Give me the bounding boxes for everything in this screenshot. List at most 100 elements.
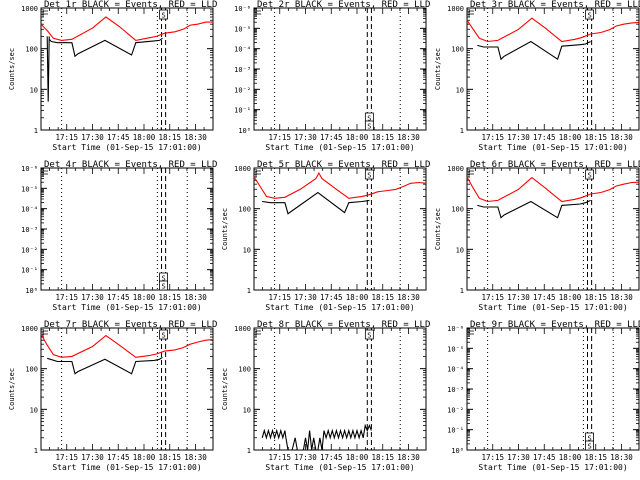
lld-series-line: [466, 17, 640, 43]
x-tick-label: 18:15: [158, 453, 181, 462]
y-tick-label: 10: [30, 86, 38, 94]
x-tick-label: 17:30: [81, 293, 104, 302]
y-tick-label: 10⁻⁶: [21, 165, 38, 173]
lld-series-line: [466, 176, 640, 203]
x-tick-label: 17:15: [481, 293, 504, 302]
x-tick-label: 17:30: [507, 293, 530, 302]
detector-marker-glyph: S: [587, 435, 591, 443]
detector-marker-glyph: S: [587, 12, 591, 20]
panel-title: Det 8r BLACK = Events, RED = LLD: [257, 320, 430, 330]
panel-4: Det 4r BLACK = Events, RED = LLD 10⁰ 10⁻¹ 1…: [21, 160, 217, 312]
x-tick-label: 17:30: [294, 293, 317, 302]
x-axis-label: Start Time (01-Sep-15 17:01:00): [265, 303, 414, 312]
detector-marker-box: [585, 169, 594, 180]
y-tick-label: 1000: [234, 165, 251, 173]
x-tick-label: 17:15: [55, 133, 78, 142]
y-tick-label: 1000: [234, 325, 251, 333]
x-tick-label: 18:00: [133, 293, 156, 302]
x-tick-label: 17:15: [268, 453, 291, 462]
x-tick-label: 18:00: [133, 133, 156, 142]
y-tick-label: 1: [247, 287, 251, 295]
corner-glyph: [42, 170, 48, 177]
detector-marker-glyph: S: [587, 443, 591, 451]
x-tick-label: 17:45: [533, 133, 556, 142]
corner-glyph: [255, 10, 261, 17]
x-axis-label: Start Time (01-Sep-15 17:01:00): [52, 143, 201, 152]
y-tick-label: 10⁻⁶: [234, 5, 251, 13]
panel-2: Det 2r BLACK = Events, RED = LLD 10⁰ 10⁻¹ 1…: [234, 0, 430, 152]
x-axis-label: Start Time (01-Sep-15 17:01:00): [478, 303, 627, 312]
x-tick-label: 17:30: [294, 453, 317, 462]
x-tick-label: 18:30: [610, 133, 633, 142]
panel-title: Det 7r BLACK = Events, RED = LLD: [44, 320, 217, 330]
x-tick-label: 18:30: [610, 293, 633, 302]
panel-6: Det 6r BLACK = Events, RED = LLD 1 10 100 10…: [434, 160, 640, 312]
x-axis-label: Start Time (01-Sep-15 17:01:00): [52, 463, 201, 472]
y-tick-label: 100: [451, 46, 464, 54]
y-tick-label: 10⁻³: [447, 386, 464, 394]
y-tick-label: 10⁻⁵: [234, 25, 251, 33]
x-tick-label: 17:15: [55, 293, 78, 302]
y-tick-label: 100: [25, 46, 38, 54]
events-series-line: [46, 36, 163, 102]
lld-series-line: [253, 171, 427, 199]
x-tick-label: 18:00: [346, 453, 369, 462]
x-axis-label: Start Time (01-Sep-15 17:01:00): [265, 463, 414, 472]
events-series-line: [47, 356, 163, 375]
y-tick-label: 100: [238, 206, 251, 214]
y-tick-label: 10⁻⁴: [447, 366, 464, 374]
corner-glyph: [42, 330, 48, 337]
y-tick-label: 10⁻⁵: [447, 345, 464, 353]
panel-9: Det 9r BLACK = Events, RED = LLD 10⁰ 10⁻¹ 1…: [447, 320, 640, 472]
detector-marker-box: [159, 9, 168, 20]
y-tick-label: 1000: [21, 325, 38, 333]
detector-marker-glyph: S: [161, 332, 165, 340]
y-axis-label: Counts/sec: [221, 368, 229, 410]
lld-series-line: [40, 16, 213, 41]
y-tick-label: 10⁻¹: [234, 107, 251, 115]
x-tick-label: 18:15: [584, 293, 607, 302]
y-tick-label: 10⁰: [451, 447, 464, 455]
x-tick-label: 18:30: [397, 453, 420, 462]
y-tick-label: 10: [243, 406, 251, 414]
y-tick-label: 10⁻³: [21, 226, 38, 234]
y-axis-label: Counts/sec: [434, 48, 442, 90]
y-tick-label: 1: [34, 127, 38, 135]
x-tick-label: 17:30: [507, 133, 530, 142]
x-tick-label: 17:15: [481, 453, 504, 462]
detector-marker-glyph: S: [367, 115, 371, 123]
y-tick-label: 10⁻¹: [447, 427, 464, 435]
panel-title: Det 2r BLACK = Events, RED = LLD: [257, 0, 430, 10]
panel-title: Det 1r BLACK = Events, RED = LLD: [44, 0, 217, 10]
y-tick-label: 10⁻⁴: [21, 206, 38, 214]
x-tick-label: 17:45: [107, 293, 130, 302]
x-tick-label: 18:15: [371, 133, 394, 142]
corner-glyph: [468, 330, 474, 337]
y-axis-label: Counts/sec: [8, 368, 16, 410]
x-axis-label: Start Time (01-Sep-15 17:01:00): [478, 463, 627, 472]
detector-marker-box: [364, 169, 374, 180]
x-tick-label: 17:45: [320, 453, 343, 462]
detector-marker-glyph: S: [161, 12, 165, 20]
corner-glyph: [255, 330, 261, 337]
panel-title: Det 4r BLACK = Events, RED = LLD: [44, 160, 217, 170]
y-tick-label: 10: [30, 406, 38, 414]
x-tick-label: 18:15: [158, 133, 181, 142]
x-tick-label: 18:00: [559, 133, 582, 142]
events-series-line: [477, 40, 591, 61]
detector-marker-box: [159, 329, 168, 340]
panel-8: Det 8r BLACK = Events, RED = LLD 1 10 100 10…: [221, 320, 430, 472]
x-tick-label: 17:15: [55, 453, 78, 462]
x-tick-label: 18:15: [371, 453, 394, 462]
y-tick-label: 10⁻²: [447, 406, 464, 414]
x-tick-label: 18:30: [397, 293, 420, 302]
x-tick-label: 18:30: [397, 133, 420, 142]
x-tick-label: 17:15: [268, 133, 291, 142]
x-tick-label: 18:30: [610, 453, 633, 462]
x-tick-label: 17:15: [268, 293, 291, 302]
x-tick-label: 18:15: [584, 453, 607, 462]
panel-5: Det 5r BLACK = Events, RED = LLD 1 10 100 10…: [221, 160, 430, 312]
y-tick-label: 10⁻²: [21, 246, 38, 254]
detector-marker-glyph: S: [587, 172, 591, 180]
